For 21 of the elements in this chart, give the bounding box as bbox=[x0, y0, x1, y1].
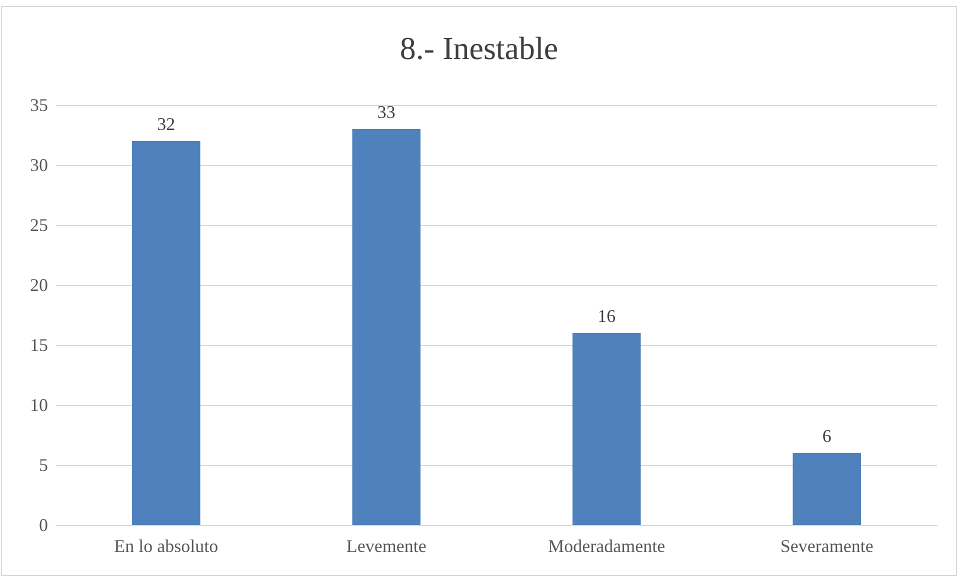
y-tick-label: 25 bbox=[30, 215, 48, 235]
y-tick-label: 20 bbox=[30, 275, 48, 295]
x-tick-label: Moderadamente bbox=[548, 536, 666, 556]
data-label: 6 bbox=[822, 426, 832, 446]
bar bbox=[352, 129, 421, 525]
x-tick-label: Severamente bbox=[780, 536, 874, 556]
x-tick-label: En lo absoluto bbox=[114, 536, 218, 556]
y-tick-label: 30 bbox=[30, 155, 48, 175]
x-tick-label: Levemente bbox=[346, 536, 426, 556]
y-tick-label: 0 bbox=[39, 515, 48, 535]
chart-title: 8.- Inestable bbox=[400, 30, 558, 66]
y-tick-label: 10 bbox=[30, 395, 48, 415]
data-label: 32 bbox=[157, 114, 176, 134]
bar bbox=[132, 141, 200, 525]
data-label: 33 bbox=[377, 102, 396, 122]
y-tick-label: 35 bbox=[30, 95, 48, 115]
bar bbox=[572, 333, 641, 525]
y-tick-label: 15 bbox=[30, 335, 48, 355]
bar bbox=[792, 453, 862, 525]
y-tick-label: 5 bbox=[39, 455, 48, 475]
data-label: 16 bbox=[598, 306, 616, 326]
